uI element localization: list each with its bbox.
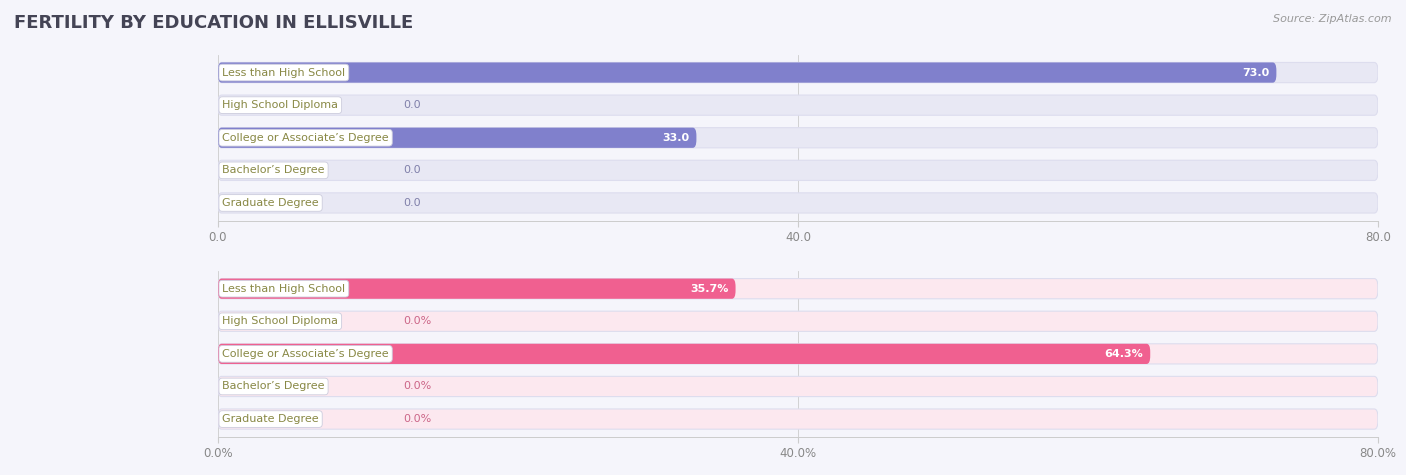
FancyBboxPatch shape — [218, 278, 735, 299]
FancyBboxPatch shape — [218, 409, 1378, 429]
Text: 0.0: 0.0 — [404, 198, 422, 208]
FancyBboxPatch shape — [218, 193, 1378, 213]
Text: Bachelor’s Degree: Bachelor’s Degree — [222, 381, 325, 391]
FancyBboxPatch shape — [218, 311, 1378, 332]
Text: Graduate Degree: Graduate Degree — [222, 198, 319, 208]
Text: 73.0: 73.0 — [1241, 67, 1270, 77]
Text: 33.0: 33.0 — [662, 133, 689, 143]
Text: 0.0: 0.0 — [404, 100, 422, 110]
Text: 0.0%: 0.0% — [404, 381, 432, 391]
Text: 64.3%: 64.3% — [1104, 349, 1143, 359]
FancyBboxPatch shape — [218, 128, 1378, 148]
FancyBboxPatch shape — [218, 376, 1378, 397]
Text: College or Associate’s Degree: College or Associate’s Degree — [222, 133, 389, 143]
FancyBboxPatch shape — [218, 95, 1378, 115]
Text: 0.0%: 0.0% — [404, 316, 432, 326]
Text: College or Associate’s Degree: College or Associate’s Degree — [222, 349, 389, 359]
FancyBboxPatch shape — [218, 62, 1378, 83]
Text: Source: ZipAtlas.com: Source: ZipAtlas.com — [1274, 14, 1392, 24]
FancyBboxPatch shape — [218, 62, 1277, 83]
Text: Less than High School: Less than High School — [222, 284, 346, 294]
Text: 0.0: 0.0 — [404, 165, 422, 175]
Text: Graduate Degree: Graduate Degree — [222, 414, 319, 424]
Text: High School Diploma: High School Diploma — [222, 316, 339, 326]
FancyBboxPatch shape — [218, 344, 1150, 364]
Text: FERTILITY BY EDUCATION IN ELLISVILLE: FERTILITY BY EDUCATION IN ELLISVILLE — [14, 14, 413, 32]
FancyBboxPatch shape — [218, 160, 1378, 180]
FancyBboxPatch shape — [218, 344, 1378, 364]
FancyBboxPatch shape — [218, 128, 696, 148]
Text: Bachelor’s Degree: Bachelor’s Degree — [222, 165, 325, 175]
FancyBboxPatch shape — [218, 278, 1378, 299]
Text: 35.7%: 35.7% — [690, 284, 728, 294]
Text: 0.0%: 0.0% — [404, 414, 432, 424]
Text: Less than High School: Less than High School — [222, 67, 346, 77]
Text: High School Diploma: High School Diploma — [222, 100, 339, 110]
